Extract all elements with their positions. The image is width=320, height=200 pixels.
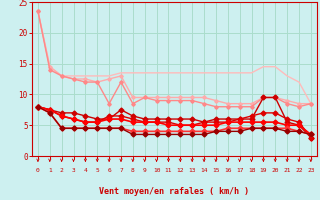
- X-axis label: Vent moyen/en rafales ( km/h ): Vent moyen/en rafales ( km/h ): [100, 187, 249, 196]
